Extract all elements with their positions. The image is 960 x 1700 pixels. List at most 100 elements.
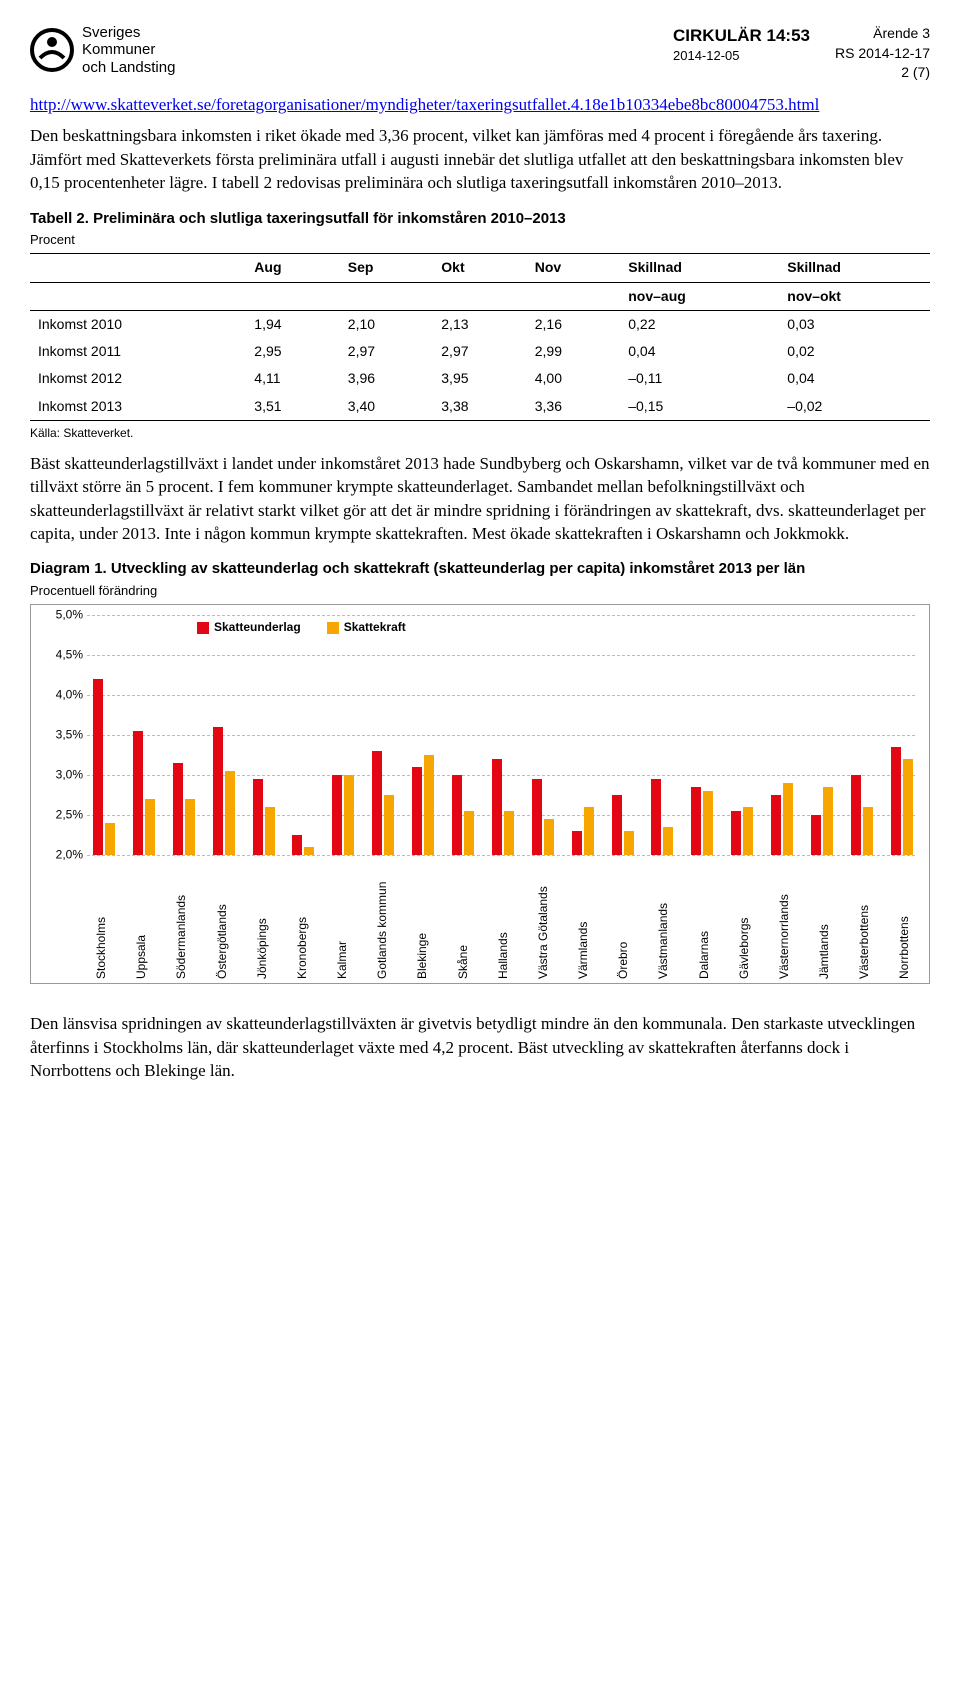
header-right: Ärende 3 RS 2014-12-17 2 (7) <box>810 24 930 83</box>
bar-skatteunderlag <box>133 731 143 855</box>
table-title: Tabell 2. Preliminära och slutliga taxer… <box>30 209 930 230</box>
x-label: Västerbottens <box>856 859 873 979</box>
bar-skattekraft <box>304 847 314 855</box>
bar-skattekraft <box>703 791 713 855</box>
bar-skattekraft <box>504 811 514 855</box>
table-source: Källa: Skatteverket. <box>30 425 930 442</box>
bar-skattekraft <box>344 775 354 855</box>
bar-skatteunderlag <box>332 775 342 855</box>
bar-skatteunderlag <box>213 727 223 855</box>
bar-group <box>213 727 235 855</box>
x-label: Västmanlands <box>655 859 672 979</box>
bar-skatteunderlag <box>173 763 183 855</box>
bar-skatteunderlag <box>651 779 661 855</box>
bar-skattekraft <box>384 795 394 855</box>
x-label: Gävleborgs <box>736 859 753 979</box>
bar-group <box>572 807 594 855</box>
case-date: RS 2014-12-17 <box>810 44 930 64</box>
x-label: Stockholms <box>93 859 110 979</box>
bar-group <box>691 787 713 855</box>
bar-group <box>891 747 913 855</box>
org-line: Sveriges <box>82 24 175 41</box>
bar-skattekraft <box>105 823 115 855</box>
bar-skattekraft <box>265 807 275 855</box>
bar-skatteunderlag <box>452 775 462 855</box>
bar-group <box>771 783 793 855</box>
org-name: Sveriges Kommuner och Landsting <box>82 24 175 76</box>
bar-group <box>651 779 673 855</box>
bar-skatteunderlag <box>691 787 701 855</box>
x-label: Kalmar <box>334 859 351 979</box>
bar-skattekraft <box>743 807 753 855</box>
bar-skattekraft <box>145 799 155 855</box>
x-label: Blekinge <box>414 859 431 979</box>
bar-group <box>332 775 354 855</box>
x-label: Jämtlands <box>816 859 833 979</box>
x-label: Örebro <box>615 859 632 979</box>
bar-skattekraft <box>903 759 913 855</box>
bar-skattekraft <box>663 827 673 855</box>
chart-plot-area: Skatteunderlag Skattekraft 5,0%4,5%4,0%3… <box>37 615 923 855</box>
bar-skatteunderlag <box>851 775 861 855</box>
page: Sveriges Kommuner och Landsting CIRKULÄR… <box>0 0 960 1134</box>
source-link[interactable]: http://www.skatteverket.se/foretagorgani… <box>30 95 819 114</box>
bar-group <box>452 775 474 855</box>
bar-skatteunderlag <box>253 779 263 855</box>
document-date: 2014-12-05 <box>673 48 810 63</box>
bar-skattekraft <box>225 771 235 855</box>
x-label: Skåne <box>455 859 472 979</box>
x-label: Västra Götalands <box>535 859 552 979</box>
bar-skatteunderlag <box>292 835 302 855</box>
bar-skatteunderlag <box>572 831 582 855</box>
logo-area: Sveriges Kommuner och Landsting <box>30 24 673 76</box>
data-table: AugSepOktNovSkillnadSkillnadnov–augnov–o… <box>30 253 930 421</box>
content: http://www.skatteverket.se/foretagorgani… <box>30 93 930 1083</box>
bar-group <box>133 731 155 855</box>
bar-skatteunderlag <box>532 779 542 855</box>
diagram-subtitle: Procentuell förändring <box>30 582 930 600</box>
bar-group <box>253 779 275 855</box>
x-label: Västernorrlands <box>776 859 793 979</box>
bar-group <box>811 787 833 855</box>
x-label: Jönköpings <box>254 859 271 979</box>
case-number: Ärende 3 <box>810 24 930 44</box>
x-label: Gotlands kommun <box>374 859 391 979</box>
page-number: 2 (7) <box>810 63 930 83</box>
bar-skattekraft <box>823 787 833 855</box>
table-head: AugSepOktNovSkillnadSkillnadnov–augnov–o… <box>30 254 930 311</box>
chart-container: Skatteunderlag Skattekraft 5,0%4,5%4,0%3… <box>30 604 930 984</box>
bar-group <box>372 751 394 855</box>
bar-skattekraft <box>584 807 594 855</box>
bar-skattekraft <box>544 819 554 855</box>
bar-skattekraft <box>624 831 634 855</box>
bar-skattekraft <box>185 799 195 855</box>
header-center: CIRKULÄR 14:53 2014-12-05 <box>673 24 810 63</box>
bar-skatteunderlag <box>612 795 622 855</box>
document-title: CIRKULÄR 14:53 <box>673 26 810 46</box>
bar-group <box>173 763 195 855</box>
bar-group <box>731 807 753 855</box>
bar-group <box>532 779 554 855</box>
bar-group <box>412 755 434 855</box>
bar-skatteunderlag <box>771 795 781 855</box>
bar-skatteunderlag <box>731 811 741 855</box>
bar-group <box>93 679 115 855</box>
table-subtitle: Procent <box>30 231 930 249</box>
x-label: Dalarnas <box>696 859 713 979</box>
org-line: Kommuner <box>82 41 175 58</box>
bar-skatteunderlag <box>372 751 382 855</box>
bar-skatteunderlag <box>891 747 901 855</box>
paragraph: Bäst skatteunderlagstillväxt i landet un… <box>30 452 930 546</box>
paragraph: Den länsvisa spridningen av skatteunderl… <box>30 1012 930 1082</box>
x-label: Kronobergs <box>294 859 311 979</box>
bar-skatteunderlag <box>492 759 502 855</box>
x-label: Norrbottens <box>896 859 913 979</box>
x-label: Hallands <box>495 859 512 979</box>
bar-skatteunderlag <box>93 679 103 855</box>
page-header: Sveriges Kommuner och Landsting CIRKULÄR… <box>30 24 930 83</box>
skl-logo-icon <box>30 28 74 72</box>
paragraph: Den beskattningsbara inkomsten i riket ö… <box>30 124 930 194</box>
bar-skattekraft <box>464 811 474 855</box>
bar-group <box>292 835 314 855</box>
bar-skattekraft <box>783 783 793 855</box>
